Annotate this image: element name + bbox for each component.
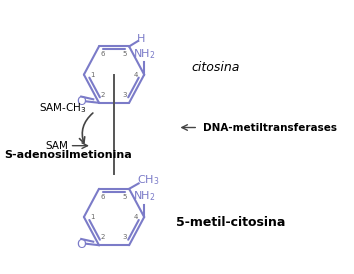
Text: O: O bbox=[76, 95, 86, 108]
Text: DNA-metiltransferases: DNA-metiltransferases bbox=[203, 122, 337, 133]
Text: 5: 5 bbox=[123, 194, 127, 200]
Text: NH$_2$: NH$_2$ bbox=[133, 189, 155, 203]
Text: 4: 4 bbox=[133, 214, 138, 220]
Text: 2: 2 bbox=[101, 234, 105, 240]
Text: NH$_2$: NH$_2$ bbox=[133, 47, 155, 61]
Text: 5: 5 bbox=[123, 51, 127, 57]
Text: 3: 3 bbox=[122, 234, 127, 240]
Text: 3: 3 bbox=[122, 92, 127, 98]
Text: S-adenosilmetionina: S-adenosilmetionina bbox=[5, 150, 132, 160]
Text: 6: 6 bbox=[101, 194, 105, 200]
Text: citosina: citosina bbox=[192, 61, 240, 74]
Text: O: O bbox=[76, 238, 86, 251]
Text: 1: 1 bbox=[90, 72, 95, 78]
Text: 1: 1 bbox=[90, 214, 95, 220]
Text: SAM: SAM bbox=[46, 141, 68, 151]
Text: 6: 6 bbox=[101, 51, 105, 57]
Text: CH$_3$: CH$_3$ bbox=[137, 173, 159, 187]
Text: SAM-CH$_3$: SAM-CH$_3$ bbox=[40, 102, 87, 115]
Text: 4: 4 bbox=[133, 72, 138, 78]
Text: H: H bbox=[137, 34, 145, 44]
Text: 5-metil-citosina: 5-metil-citosina bbox=[176, 216, 285, 229]
Text: 2: 2 bbox=[101, 92, 105, 98]
